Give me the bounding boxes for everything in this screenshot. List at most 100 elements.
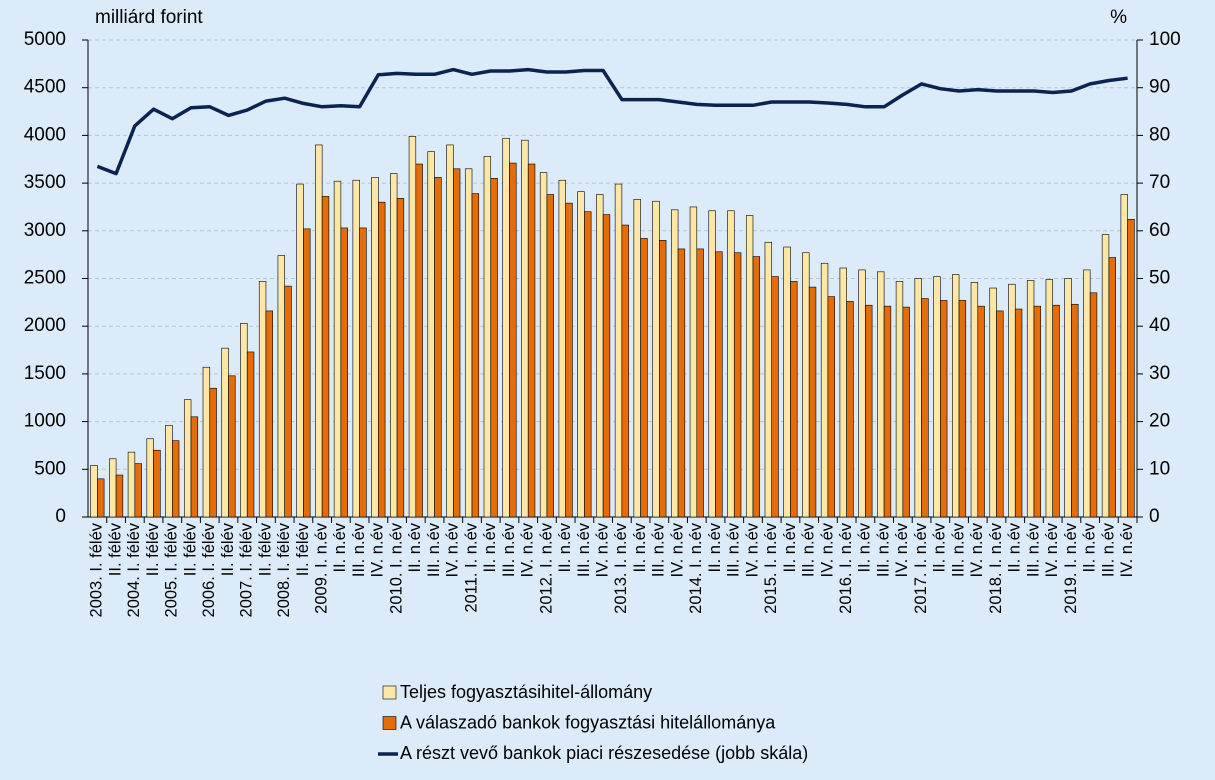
bar [464,168,473,518]
bar [715,251,723,518]
y-tick-label: 3000 [24,220,66,241]
bar [877,271,885,518]
bar [708,210,716,518]
x-tick-label: II. félév [294,522,312,576]
x-tick-label: II. félév [106,522,124,576]
bar [633,199,641,518]
x-tick-label: 2005. I. félév [163,522,181,617]
bar [1089,292,1098,518]
x-tick-label: II. félév [181,522,199,576]
bar [677,248,686,518]
bar [614,183,623,518]
legend-label: A válaszadó bankok fogyasztási hitelállo… [400,712,776,732]
x-tick-label: 2016. I. n.év [837,522,855,614]
bar [378,201,386,518]
bar [90,465,98,518]
x-tick-label: 2013. I. n.év [612,522,630,614]
bar [1008,283,1016,518]
bar [921,298,929,518]
bar [727,210,735,518]
bar [671,209,679,518]
x-tick-label: III. n.év [949,522,967,577]
bar [696,248,704,518]
bar [115,474,124,518]
y2-tick-label: 40 [1149,315,1170,336]
bar [146,438,154,518]
bar [596,194,604,518]
bar [427,151,435,518]
x-tick-label: IV. n.év [743,522,761,577]
line-series [96,67,1128,176]
legend-swatch [382,685,397,700]
x-tick-label: II. n.év [1006,522,1024,572]
bar [97,478,105,518]
y2-tick-label: 60 [1149,220,1170,241]
bar [296,183,304,518]
bar [303,228,311,518]
bar [808,286,817,518]
bar [602,214,611,518]
bar [820,262,829,518]
x-tick-label: 2004. I. félév [125,522,143,617]
bar [258,281,267,518]
y2-tick-label: 50 [1149,268,1170,289]
bar [490,178,498,518]
x-tick-label: 2012. I. n.év [537,522,555,614]
x-tick-label: III. n.év [874,522,892,577]
x-tick-label: IV. n.év [593,522,611,577]
bar [1127,219,1135,518]
y-tick-label: 1500 [24,363,66,384]
bar [527,163,536,518]
x-tick-label: 2008. I. félév [275,522,293,617]
bar [265,310,273,518]
bar [1052,304,1060,518]
bar [396,198,405,518]
bar [914,278,922,518]
x-tick-label: 2014. I. n.év [687,522,705,614]
legend-swatch [382,716,397,730]
bar [858,269,866,518]
bar [221,347,229,518]
x-tick-label: IV. n.év [668,522,686,577]
bar [621,224,629,518]
bar [771,276,779,518]
bar [1083,269,1091,518]
y2-tick-label: 0 [1149,506,1160,527]
x-tick-label: IV. n.év [519,522,537,577]
bar [745,215,754,518]
bar [315,144,323,518]
x-tick-label: II. n.év [331,522,349,572]
bar [539,172,548,518]
bar [240,323,248,518]
bar [321,196,330,518]
y2-tick-label: 10 [1149,458,1170,479]
bar [752,256,761,518]
x-tick-label: II. n.év [781,522,799,572]
x-tick-label: IV. n.év [1043,522,1061,577]
y-tick-label: 0 [55,506,66,527]
bar [359,227,367,518]
bar [284,285,292,518]
x-tick-label: III. n.év [500,522,518,577]
bar [509,162,517,518]
x-tick-label: 2018. I. n.év [987,522,1005,614]
bar [209,387,217,518]
bar [783,246,791,518]
bar [883,305,892,518]
bar [1014,308,1023,518]
bar [165,425,173,518]
bar [558,179,566,518]
bar [546,194,554,518]
y-tick-label: 5000 [24,29,66,50]
y-tick-label: 1000 [24,411,66,432]
bar [764,241,773,518]
bar [802,252,810,518]
bar [371,177,379,518]
bar [1064,278,1072,518]
bar [1120,194,1128,518]
bar [153,449,161,518]
x-tick-label: III. n.év [350,522,368,577]
y-tick-label: 4000 [24,124,66,145]
bar [1108,257,1116,518]
x-tick-label: II. n.év [706,522,724,572]
